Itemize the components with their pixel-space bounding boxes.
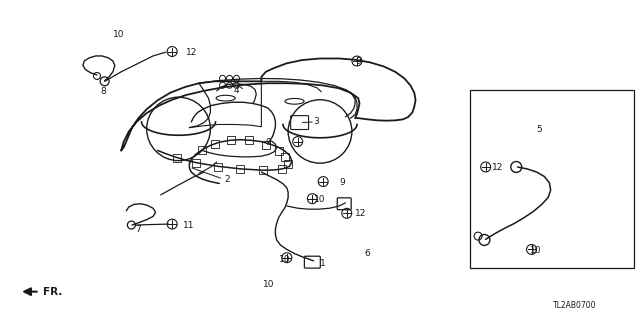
Bar	[470, 90, 634, 268]
Text: FR.: FR.	[43, 287, 62, 297]
Text: 11: 11	[183, 220, 195, 229]
Bar	[236, 165, 244, 173]
Bar	[198, 146, 206, 154]
Bar	[173, 154, 180, 162]
Text: 7: 7	[135, 225, 141, 234]
Text: 9: 9	[355, 57, 361, 66]
Text: 12: 12	[355, 209, 367, 219]
Bar	[211, 140, 219, 148]
Bar	[259, 166, 267, 174]
Bar	[275, 147, 283, 155]
Text: 9: 9	[339, 178, 345, 187]
Text: 10: 10	[278, 255, 290, 264]
Text: 2: 2	[225, 174, 230, 184]
Text: TL2AB0700: TL2AB0700	[552, 301, 596, 310]
Text: 3: 3	[314, 117, 319, 126]
Bar	[227, 136, 235, 144]
Bar	[262, 141, 270, 149]
Bar	[214, 163, 222, 171]
Text: 9: 9	[266, 138, 271, 147]
Text: 12: 12	[492, 164, 504, 172]
Text: 10: 10	[113, 30, 124, 39]
Text: 5: 5	[537, 125, 543, 134]
Bar	[281, 154, 289, 161]
Bar	[192, 159, 200, 167]
Text: 12: 12	[186, 48, 198, 57]
Text: 10: 10	[262, 280, 274, 289]
Bar	[244, 136, 253, 144]
Text: 1: 1	[320, 259, 326, 268]
Text: 8: 8	[100, 87, 106, 96]
Text: 10: 10	[531, 246, 542, 255]
Text: 4: 4	[234, 86, 239, 95]
Bar	[284, 160, 292, 168]
Text: 6: 6	[365, 249, 371, 258]
Text: 10: 10	[314, 195, 325, 204]
Bar	[278, 165, 285, 173]
